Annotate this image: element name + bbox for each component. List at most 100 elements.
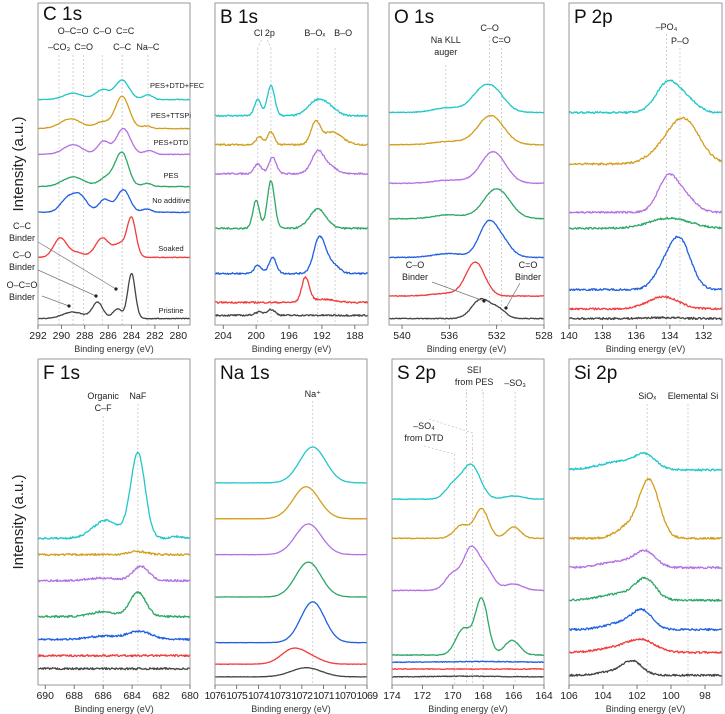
binder-label: C–O Binder (9, 250, 35, 272)
panel-title: P 2p (574, 7, 613, 28)
series-pes-dtd-fec (388, 83, 545, 114)
arrow-head-icon (67, 304, 71, 308)
series-no-additive (391, 660, 545, 664)
peak-label: –SO₄ from DTD (404, 421, 443, 443)
series-pes-dtd (37, 565, 191, 583)
series-pes-dtd-fec (37, 451, 191, 540)
x-tick-label: 134 (661, 330, 679, 342)
legend-label: PES+DTD (154, 138, 189, 147)
series-soaked (391, 667, 545, 671)
x-tick-label: 192 (313, 330, 331, 342)
series-pes-ttspi (37, 95, 191, 130)
series-pes-ttspi (389, 114, 544, 146)
plot-frame (388, 2, 545, 326)
series-pes (37, 590, 191, 619)
x-tick-label: 204 (214, 330, 232, 342)
x-tick-label: 680 (181, 690, 199, 702)
x-tick-label: 282 (146, 330, 164, 342)
series-pristine (388, 297, 545, 320)
y-axis-label: Intensity (a.u.) (10, 474, 27, 569)
panel-f1s: 690 688 686 684 682 680 Binding energy (eV) F 1… (10, 358, 199, 714)
series-pes (388, 188, 545, 220)
y-axis-label: Intensity (a.u.) (10, 116, 27, 211)
x-tick-label: 164 (535, 690, 553, 702)
peak-label: C=O (74, 42, 93, 52)
series-pristine (214, 308, 369, 317)
peak-label: –CO₃ (48, 42, 71, 52)
series-pes (568, 576, 723, 602)
x-tick-label: 172 (414, 690, 432, 702)
peak-label: Na–C (136, 42, 160, 52)
panel-s2p: 174 172 170 168 166 164 Binding energy (eV) S 2… (383, 358, 553, 714)
x-tick-label: 166 (505, 690, 523, 702)
series-pes-dtd (214, 149, 369, 176)
series-pes-dtd-fec (391, 463, 545, 501)
series-pes-dtd (391, 545, 545, 592)
plot-frame (568, 358, 723, 686)
panel-title: O 1s (394, 7, 434, 28)
series-pes-dtd-fec (568, 79, 723, 115)
series-pes-ttspi (37, 550, 191, 557)
panel-si2p: 106 104 102 100 98 Binding energy (eV) Si 2p Si… (560, 358, 723, 714)
x-tick-label: 290 (53, 330, 71, 342)
series-no-additive (389, 219, 545, 259)
x-axis-label: Binding energy (eV) (74, 704, 154, 714)
series-no-additive (37, 630, 191, 641)
so4-leader (423, 418, 473, 455)
x-tick-label: 1074 (248, 690, 270, 702)
x-tick-label: 682 (152, 690, 170, 702)
peak-label: –PO₄ (656, 22, 678, 32)
x-tick-label: 136 (627, 330, 645, 342)
series-soaked (37, 654, 191, 658)
x-tick-label: 532 (488, 330, 506, 342)
series-pes (568, 216, 723, 230)
peak-label: C–O (93, 26, 112, 36)
panel-title: F 1s (43, 363, 80, 384)
series-no-additive (568, 607, 723, 632)
legend-label: PES+DTD+FEC (150, 81, 205, 90)
series-pristine (569, 659, 723, 677)
x-tick-label: 686 (94, 690, 112, 702)
peak-label: B–O (334, 28, 352, 38)
panel-title: B 1s (220, 7, 258, 28)
series-pristine (214, 666, 367, 678)
series-pristine (568, 316, 723, 321)
series-pes-dtd (214, 523, 368, 556)
peak-label: Cl 2p (254, 28, 275, 38)
x-tick-label: 286 (99, 330, 117, 342)
x-tick-label: 168 (474, 690, 492, 702)
legend-label: Pristine (158, 306, 183, 315)
x-tick-label: 690 (36, 690, 54, 702)
peak-label: –SO₃ (504, 378, 526, 388)
x-tick-label: 1070 (335, 690, 357, 702)
arrow-head-icon (114, 287, 118, 291)
sei-leader (465, 388, 484, 396)
series-pes-dtd-fec (215, 446, 367, 484)
legend-label: No additive (152, 196, 190, 205)
series-pristine (391, 675, 544, 678)
legend-label: Soaked (158, 244, 183, 253)
x-tick-label: 1076 (205, 690, 227, 702)
x-tick-label: 280 (170, 330, 188, 342)
series-pes-ttspi (391, 507, 545, 540)
series-pes (37, 151, 191, 188)
binder-label: C–C Binder (9, 221, 35, 243)
series-pes-dtd-fec (568, 451, 723, 472)
x-tick-label: 1073 (270, 690, 292, 702)
panel-title: Si 2p (574, 363, 617, 384)
panel-na1s: 1076 1075 1074 1073 1072 1071 1070 1069 Binding … (205, 358, 379, 714)
series-soaked (37, 216, 191, 259)
series-pes-ttspi (215, 486, 367, 520)
plot-frame (568, 2, 723, 326)
plot-frame (37, 358, 191, 686)
binder-label: C=O Binder (515, 260, 541, 282)
x-tick-label: 200 (247, 330, 265, 342)
peak-label: C=C (116, 26, 135, 36)
x-axis-label: Binding energy (eV) (428, 704, 508, 714)
x-tick-label: 1071 (313, 690, 335, 702)
plot-frame (214, 2, 369, 326)
peak-label: O–C=O (58, 26, 89, 36)
x-tick-label: 132 (695, 330, 713, 342)
peak-label: Organic C–F (87, 391, 119, 413)
